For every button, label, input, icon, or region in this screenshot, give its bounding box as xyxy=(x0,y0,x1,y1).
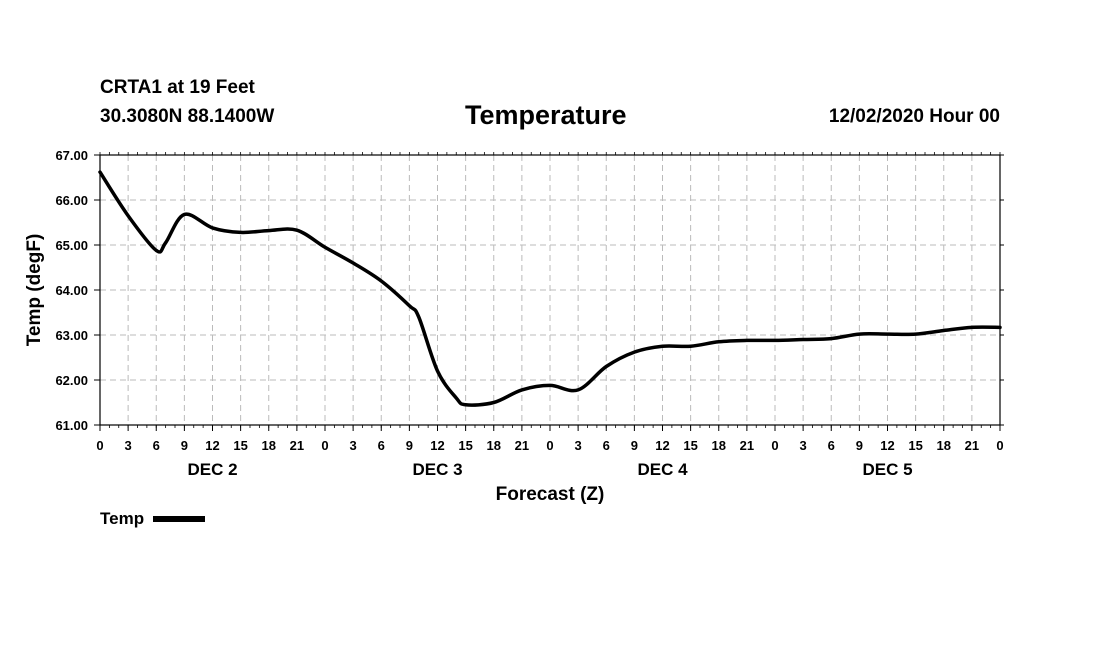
x-tick-label: 6 xyxy=(378,438,385,453)
day-label: DEC 5 xyxy=(862,460,912,479)
day-label: DEC 3 xyxy=(412,460,462,479)
x-tick-label: 12 xyxy=(430,438,444,453)
x-tick-label: 9 xyxy=(856,438,863,453)
x-tick-label: 21 xyxy=(965,438,979,453)
chart-title: Temperature xyxy=(465,100,627,130)
x-tick-label: 9 xyxy=(631,438,638,453)
y-tick-label: 65.00 xyxy=(55,238,88,253)
x-tick-label: 12 xyxy=(655,438,669,453)
x-axis-label: Forecast (Z) xyxy=(496,484,605,505)
x-tick-label: 21 xyxy=(515,438,529,453)
x-tick-label: 15 xyxy=(233,438,247,453)
x-tick-label: 21 xyxy=(740,438,754,453)
legend-swatch xyxy=(153,516,206,522)
x-tick-label: 18 xyxy=(487,438,501,453)
x-tick-label: 0 xyxy=(321,438,328,453)
x-tick-label: 12 xyxy=(205,438,219,453)
x-tick-label: 6 xyxy=(153,438,160,453)
x-tick-label: 15 xyxy=(458,438,472,453)
y-tick-label: 64.00 xyxy=(55,283,88,298)
day-label: DEC 4 xyxy=(637,460,688,479)
x-tick-label: 18 xyxy=(937,438,951,453)
coordinates-label: 30.3080N 88.1400W xyxy=(100,106,275,127)
x-tick-label: 15 xyxy=(683,438,697,453)
day-label: DEC 2 xyxy=(187,460,237,479)
x-tick-label: 0 xyxy=(996,438,1003,453)
x-tick-label: 21 xyxy=(290,438,304,453)
y-axis-label: Temp (degF) xyxy=(24,234,45,347)
x-tick-label: 3 xyxy=(800,438,807,453)
y-tick-label: 63.00 xyxy=(55,328,88,343)
temp-series-line xyxy=(98,170,1002,407)
plot-frame xyxy=(99,154,1001,426)
x-tick-label: 18 xyxy=(712,438,726,453)
x-tick-label: 0 xyxy=(771,438,778,453)
legend: Temp xyxy=(100,509,206,529)
x-tick-label: 15 xyxy=(908,438,922,453)
forecast-date-label: 12/02/2020 Hour 00 xyxy=(828,106,1000,127)
x-tick-label: 3 xyxy=(125,438,132,453)
y-tick-label: 62.00 xyxy=(55,373,88,388)
x-tick-label: 6 xyxy=(828,438,835,453)
x-tick-label: 3 xyxy=(350,438,357,453)
x-tick-label: 3 xyxy=(575,438,582,453)
y-tick-label: 66.00 xyxy=(55,193,88,208)
station-label: CRTA1 at 19 Feet xyxy=(100,77,255,98)
x-tick-label: 0 xyxy=(96,438,103,453)
x-tick-label: 9 xyxy=(181,438,188,453)
x-tick-label: 9 xyxy=(406,438,413,453)
x-tick-label: 6 xyxy=(603,438,610,453)
y-tick-label: 61.00 xyxy=(55,418,88,433)
grid-lines xyxy=(100,155,1000,425)
y-axis: 61.00 62.00 63.00 64.00 65.00 66.00 67.00 xyxy=(55,148,1004,433)
x-tick-label: 12 xyxy=(880,438,894,453)
x-tick-label: 0 xyxy=(546,438,553,453)
x-tick-label: 18 xyxy=(262,438,276,453)
y-tick-label: 67.00 xyxy=(55,148,88,163)
legend-label: Temp xyxy=(100,509,145,528)
